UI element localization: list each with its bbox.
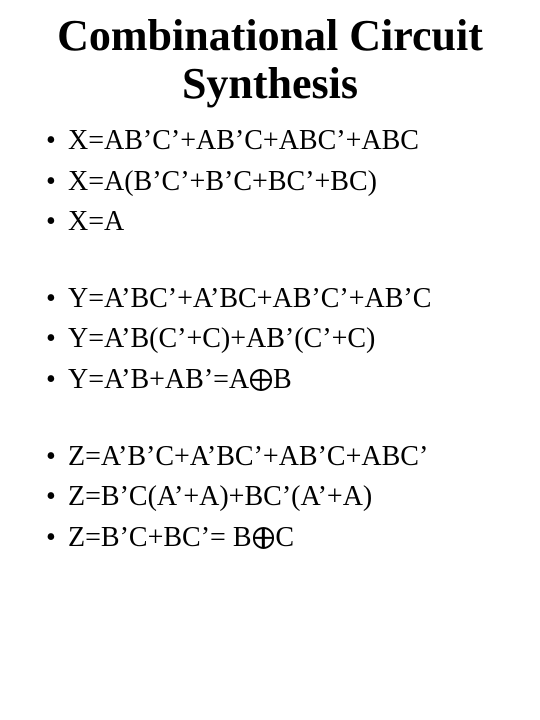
equation-text: X=AB’C’+AB’C+ABC’+ABC (68, 125, 419, 156)
title-line-1: Combinational Circuit (57, 11, 483, 60)
list-item: X=A (46, 202, 522, 243)
equation-text: Y=A’BC’+A’BC+AB’C’+AB’C (68, 283, 431, 314)
xor-icon (253, 527, 275, 549)
list-item: Z=B’C+BC’= B C (46, 518, 522, 559)
xor-icon (250, 369, 272, 391)
list-item: Z=B’C(A’+A)+BC’(A’+A) (46, 477, 522, 518)
equation-group-x: X=AB’C’+AB’C+ABC’+ABC X=A(B’C’+B’C+BC’+B… (18, 121, 522, 243)
list-item: Y=A’B+AB’=A B (46, 360, 522, 401)
equation-text: Z=A’B’C+A’BC’+AB’C+ABC’ (68, 441, 428, 472)
equation-group-z: Z=A’B’C+A’BC’+AB’C+ABC’ Z=B’C(A’+A)+BC’(… (18, 437, 522, 559)
equation-text: X=A(B’C’+B’C+BC’+BC) (68, 166, 377, 197)
slide-title: Combinational Circuit Synthesis (18, 12, 522, 107)
equation-text: Z=B’C(A’+A)+BC’(A’+A) (68, 481, 372, 512)
list-item: X=AB’C’+AB’C+ABC’+ABC (46, 121, 522, 162)
list-item: Z=A’B’C+A’BC’+AB’C+ABC’ (46, 437, 522, 478)
equation-text-pre: Z=B’C+BC’= B (68, 522, 252, 553)
slide: Combinational Circuit Synthesis X=AB’C’+… (0, 0, 540, 720)
list-item: X=A(B’C’+B’C+BC’+BC) (46, 162, 522, 203)
equation-text: X=A (68, 206, 124, 237)
list-item: Y=A’B(C’+C)+AB’(C’+C) (46, 319, 522, 360)
equation-text-post: C (275, 522, 294, 553)
equation-text-pre: Y=A’B+AB’=A (68, 364, 249, 395)
equation-group-y: Y=A’BC’+A’BC+AB’C’+AB’C Y=A’B(C’+C)+AB’(… (18, 279, 522, 401)
equation-text-post: B (273, 364, 292, 395)
list-item: Y=A’BC’+A’BC+AB’C’+AB’C (46, 279, 522, 320)
equation-text: Y=A’B(C’+C)+AB’(C’+C) (68, 323, 375, 354)
title-line-2: Synthesis (182, 59, 358, 108)
